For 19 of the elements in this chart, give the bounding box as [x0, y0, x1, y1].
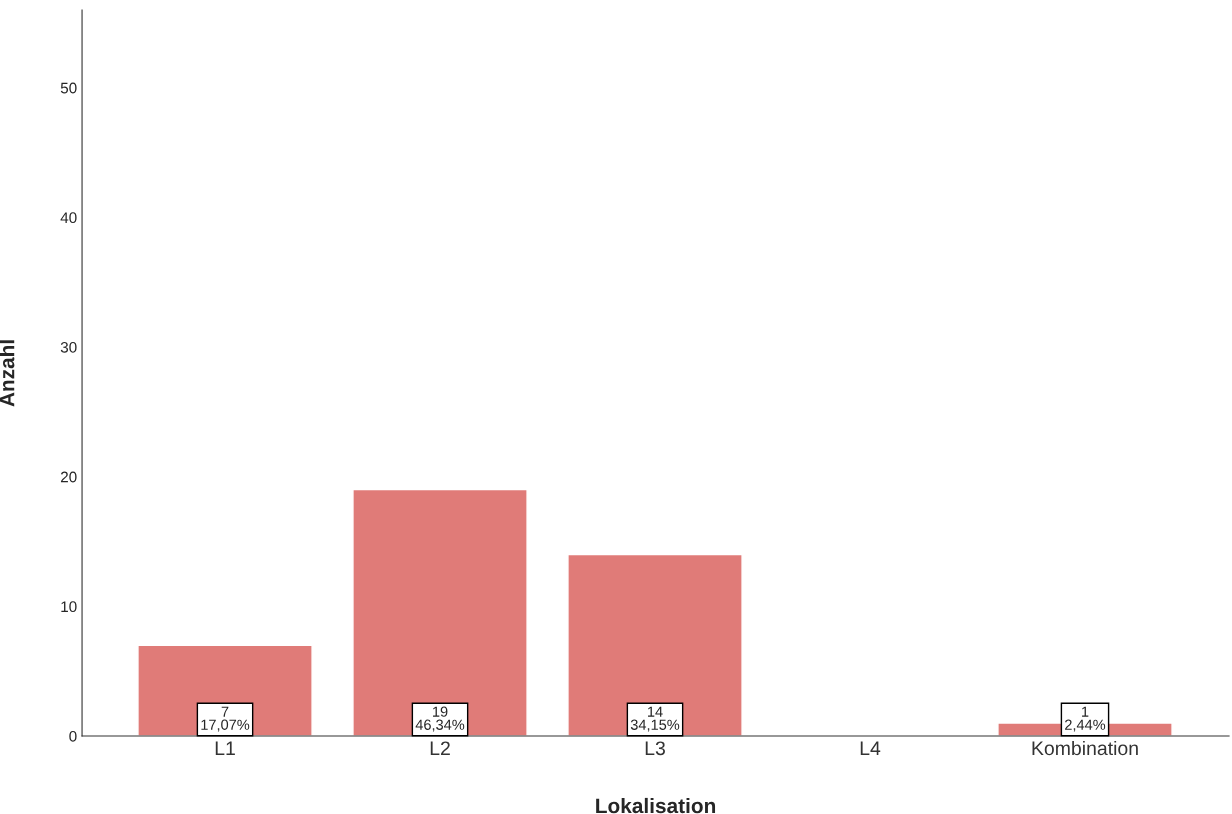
y-axis-title: Anzahl: [0, 340, 15, 407]
x-tick-label: L2: [430, 741, 450, 755]
data-label: 7 17,07%: [201, 706, 250, 732]
data-label: 1 2,44%: [1065, 706, 1106, 732]
data-label: 14 34,15%: [630, 706, 680, 732]
y-tick-label: 20: [60, 471, 77, 483]
y-tick-label: 10: [61, 601, 77, 613]
x-tick-label: L4: [860, 741, 881, 755]
data-label: 19 46,34%: [415, 706, 465, 732]
y-tick-label: 50: [60, 82, 77, 94]
x-tick-label: Kombination: [1032, 740, 1138, 756]
bar: [352, 488, 528, 737]
y-tick-label: 30: [60, 341, 77, 353]
bar: [567, 553, 743, 737]
x-axis-title: Lokalisation: [596, 797, 716, 814]
x-tick-label: L1: [215, 741, 235, 755]
y-tick-label: 40: [60, 212, 77, 224]
x-tick-label: L3: [645, 741, 665, 756]
y-tick-label: 0: [69, 730, 77, 742]
